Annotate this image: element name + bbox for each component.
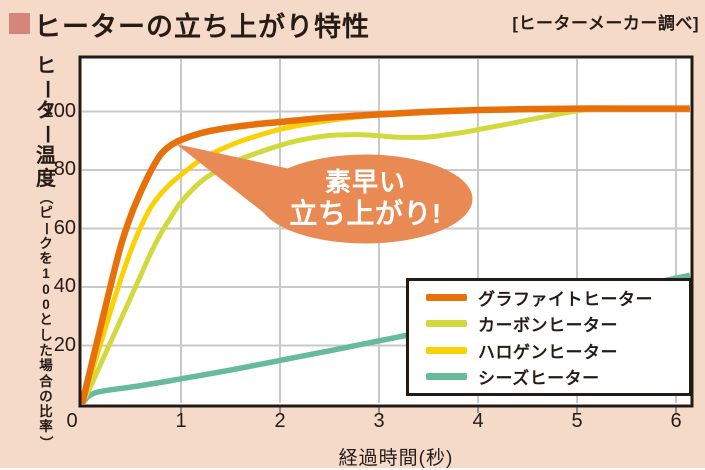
- callout-bubble: [258, 154, 473, 244]
- legend-color-swatch: [426, 372, 467, 380]
- title-bullet-square: [9, 13, 30, 34]
- legend-item: グラファイトヒーター: [409, 285, 689, 310]
- x-tick-label: 4: [472, 410, 484, 432]
- y-axis-title-char: 合: [39, 373, 53, 389]
- legend-item: カーボンヒーター: [409, 311, 689, 336]
- y-tick-label: 40: [53, 275, 76, 297]
- y-axis-title-char: を: [39, 251, 53, 267]
- legend-label: シーズヒーター: [478, 368, 600, 388]
- y-axis-title-char: 場: [39, 358, 53, 374]
- y-axis-title-char: 1: [42, 266, 50, 282]
- x-tick-label: 5: [571, 410, 583, 432]
- source-credit: [ヒーターメーカー調べ]: [512, 14, 699, 33]
- y-tick-label: 80: [53, 158, 76, 180]
- y-axis-title-char: の: [39, 388, 53, 404]
- legend-label: カーボンヒーター: [478, 316, 618, 336]
- x-axis-ticks: [180, 407, 677, 413]
- callout-line-1: 素早い: [324, 166, 406, 197]
- x-tick-label: 2: [274, 410, 286, 432]
- series-line-1: [80, 106, 690, 404]
- y-axis-title-char: ク: [39, 235, 53, 251]
- chart-legend: グラファイトヒーター カーボンヒーター ハロゲンヒーター シーズヒーター: [406, 278, 692, 396]
- legend-color-swatch: [426, 294, 467, 302]
- y-axis-title-char: ピ: [39, 205, 53, 221]
- x-axis-title: 経過時間(秒): [338, 448, 454, 469]
- legend-item: ハロゲンヒーター: [409, 338, 689, 363]
- legend-color-swatch: [426, 346, 467, 354]
- x-tick-label: 1: [175, 410, 187, 432]
- series-line-0: [80, 105, 690, 404]
- y-axis-title-char: ）: [38, 435, 54, 450]
- y-axis-title-char: ー: [35, 78, 58, 99]
- y-tick-label: 20: [53, 333, 76, 356]
- y-axis-title-char: 率: [39, 419, 53, 435]
- x-tick-label: 6: [670, 410, 682, 432]
- y-axis-title-char: と: [39, 312, 53, 328]
- y-axis-title-char: 0: [42, 297, 50, 313]
- x-tick-label: 0: [66, 410, 78, 432]
- y-tick-label: 60: [53, 216, 76, 239]
- y-tick-label: 100: [42, 99, 76, 122]
- legend-label: グラファイトヒーター: [478, 290, 653, 310]
- plot-border: [78, 55, 694, 408]
- y-axis-title-char: た: [39, 342, 53, 358]
- x-tick-label: 3: [373, 410, 385, 432]
- callout-text: 素早い 立ち上がり!: [258, 157, 473, 241]
- y-axis-title-char: ー: [35, 123, 58, 144]
- y-axis-title-char: 比: [39, 404, 53, 420]
- page-title: ヒーターの立ち上がり特性: [34, 12, 370, 42]
- y-axis-title-char: ヒ: [36, 55, 56, 77]
- legend-item: シーズヒーター: [409, 364, 689, 389]
- y-axis-title-char: し: [39, 327, 53, 343]
- y-axis-title-char: タ: [36, 100, 56, 122]
- y-axis-title: ヒーター温度（ピークを 1 0 0 とした場合の比率）: [29, 55, 63, 450]
- legend-label: ハロゲンヒーター: [478, 342, 618, 362]
- callout-line-2: 立ち上がり!: [289, 197, 442, 229]
- y-axis-title-char: 0: [42, 281, 50, 297]
- y-axis-title-char: 温: [36, 145, 56, 167]
- y-axis-title-char: （: [38, 190, 54, 205]
- y-axis-title-char: 度: [36, 167, 56, 190]
- legend-color-swatch: [426, 320, 467, 328]
